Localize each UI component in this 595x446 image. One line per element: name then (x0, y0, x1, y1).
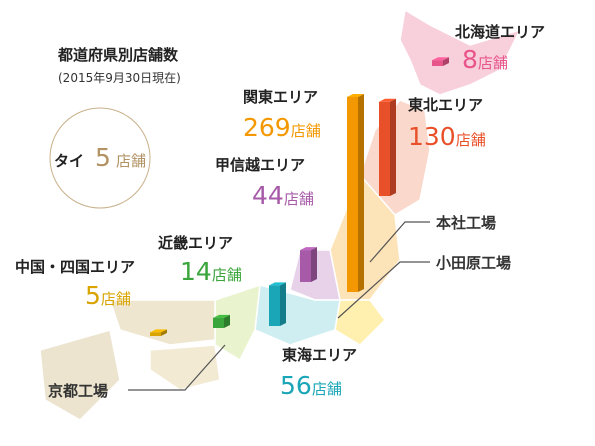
region-value: 44 (252, 181, 284, 210)
region-name: 東北エリア (408, 96, 483, 114)
region-unit: 店舗 (291, 122, 321, 140)
bar-top (379, 98, 396, 102)
region-unit: 店舗 (101, 290, 131, 308)
bar-top (269, 282, 286, 286)
overseas-value: 5 (95, 143, 111, 172)
region-unit: 店舗 (284, 190, 314, 208)
region-count: 44店舗 (252, 181, 314, 210)
region-name: 関東エリア (243, 88, 318, 106)
bar-side (358, 93, 364, 292)
region-unit: 店舗 (312, 380, 342, 398)
bar-top (150, 329, 167, 333)
bar-front (347, 96, 358, 292)
overseas-circle (49, 107, 151, 209)
bar-top (432, 57, 449, 61)
overseas-name: タイ (54, 152, 84, 170)
bar-front (150, 332, 161, 336)
bar-front (432, 60, 443, 66)
region-value: 130 (408, 122, 456, 151)
region-value: 8 (462, 45, 478, 74)
bar-side (280, 282, 286, 326)
region-name: 東海エリア (282, 346, 357, 364)
region-value: 56 (280, 371, 312, 400)
region-count: 130店舗 (408, 122, 486, 151)
bar-front (213, 317, 224, 328)
region-name: 中国・四国エリア (15, 258, 135, 276)
bar-side (311, 247, 317, 282)
region-unit: 店舗 (456, 131, 486, 149)
factory-label: 京都工場 (48, 382, 108, 400)
region-count: 14店舗 (180, 257, 242, 286)
title: 都道府県別店舗数 (57, 46, 179, 64)
region-unit: 店舗 (212, 266, 242, 284)
factory-lines (128, 221, 430, 391)
bar-top (213, 314, 230, 318)
bar (213, 314, 230, 328)
subtitle: (2015年9月30日現在) (58, 71, 181, 85)
bar-side (224, 314, 230, 328)
bar-front (269, 285, 280, 326)
region-count: 269店舗 (243, 113, 321, 142)
bar (432, 57, 449, 66)
bar (269, 282, 286, 326)
bar (347, 93, 364, 292)
bar (150, 329, 167, 336)
region-value: 14 (180, 257, 212, 286)
region-value: 5 (85, 281, 101, 310)
bar-front (300, 250, 311, 282)
bar-side (161, 329, 167, 336)
overseas-label: タイ 5 店舗 (54, 143, 146, 172)
bar (379, 98, 396, 196)
region-unit: 店舗 (478, 54, 508, 72)
bar-side (390, 98, 396, 196)
region-name: 甲信越エリア (215, 156, 305, 174)
region-name: 近畿エリア (158, 234, 233, 252)
region-count: 5店舗 (85, 281, 131, 310)
factory-label: 本社工場 (436, 214, 496, 232)
region-count: 56店舗 (280, 371, 342, 400)
region-value: 269 (243, 113, 291, 142)
factory-label: 小田原工場 (436, 254, 511, 272)
bar-top (347, 93, 364, 97)
overseas-unit: 店舗 (116, 152, 146, 170)
bar-side (443, 57, 449, 66)
region-name: 北海道エリア (455, 23, 545, 41)
region-count: 8店舗 (462, 45, 508, 74)
bar (300, 247, 317, 282)
bar-front (379, 101, 390, 196)
bar-top (300, 247, 317, 251)
